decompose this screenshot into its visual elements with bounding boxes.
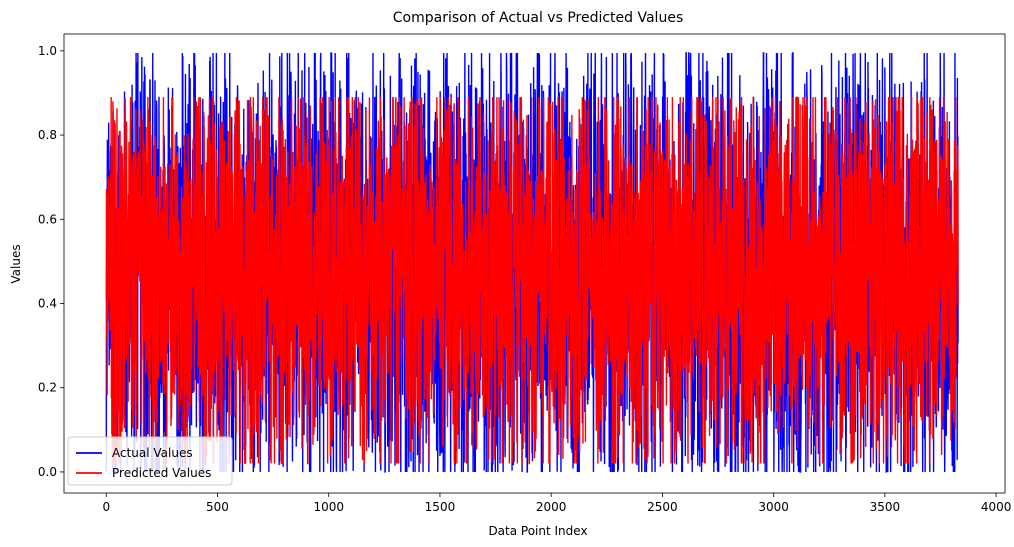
axes-frame [63, 33, 1006, 494]
y-tick-label: 0.6 [38, 212, 57, 226]
plot-area [105, 52, 959, 473]
x-tick-label: 3000 [758, 500, 789, 514]
chart-title: Comparison of Actual vs Predicted Values [393, 10, 683, 26]
x-tick-label: 1000 [313, 500, 344, 514]
y-tick-label: 0.0 [38, 465, 57, 479]
y-tick-label: 0.4 [38, 297, 57, 311]
x-tick-label: 500 [206, 500, 229, 514]
x-axis-label: Data Point Index [488, 524, 587, 538]
x-tick-label: 4000 [981, 500, 1012, 514]
x-tick-label: 3500 [870, 500, 901, 514]
y-tick-label: 0.2 [38, 381, 57, 395]
axes: 0 500 1000 1500 2000 2500 3000 3500 4000 0.0 0.2 0.… [38, 33, 1012, 514]
x-tick-label: 0 [102, 500, 110, 514]
legend-label-predicted: Predicted Values [112, 466, 211, 480]
legend-label-actual: Actual Values [112, 446, 193, 460]
legend: Actual Values Predicted Values [67, 436, 233, 486]
x-tick-label: 1500 [425, 500, 456, 514]
x-tick-label: 2000 [536, 500, 567, 514]
x-tick-label: 2500 [647, 500, 678, 514]
legend-box [67, 436, 233, 486]
y-tick-label: 1.0 [38, 44, 57, 58]
y-axis-label: Values [9, 244, 23, 283]
series-line-predicted [105, 96, 959, 465]
y-tick-label: 0.8 [38, 128, 57, 142]
